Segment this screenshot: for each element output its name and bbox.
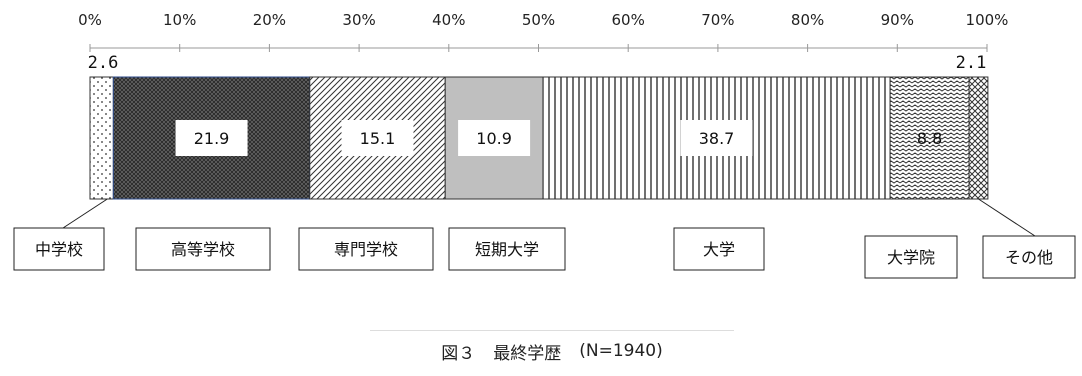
category-label: 高等学校	[171, 240, 235, 259]
x-tick-label: 70%	[701, 11, 734, 29]
caption-figure: 図３	[441, 343, 476, 364]
data-label: 21.9	[194, 129, 230, 148]
x-axis: 0% 10% 20% 30% 40% 50% 60% 70% 80% 90% 100%	[78, 11, 1008, 52]
figure-caption: 図３ 最終学歴 (N=1940)	[370, 330, 734, 371]
category-label: 専門学校	[334, 240, 398, 259]
bar-segment	[89, 76, 114, 200]
data-label-bg	[680, 120, 753, 156]
x-tick-label: 80%	[791, 11, 824, 29]
category-label: 中学校	[35, 240, 83, 259]
category-label-box	[13, 227, 105, 271]
data-label-bg	[458, 120, 531, 156]
x-tick-label: 50%	[522, 11, 555, 29]
stacked-bar-chart: 0% 10% 20% 30% 40% 50% 60% 70% 80% 90% 100% 2.6 21.…	[13, 11, 1076, 279]
x-tick-label: 40%	[432, 11, 465, 29]
data-label-bg	[175, 120, 248, 156]
leader-line	[978, 198, 1036, 237]
leader-line	[62, 198, 108, 229]
x-tick-label: 0%	[78, 11, 102, 29]
data-label: 15.1	[360, 129, 396, 148]
caption-n: (N=1940)	[579, 341, 663, 361]
caption-title: 最終学歴	[493, 343, 562, 364]
data-label: 38.7	[699, 129, 735, 148]
bar-layer: 2.6 21.9 15.1 10.9 38.7 8.8 2.1	[88, 53, 989, 200]
category-label-box	[982, 235, 1076, 279]
x-tick-label: 100%	[966, 11, 1009, 29]
category-label: 大学院	[887, 248, 935, 267]
x-tick-label: 20%	[253, 11, 286, 29]
bar-segment	[968, 76, 989, 200]
category-label: 短期大学	[475, 240, 539, 259]
x-tick-label: 30%	[342, 11, 375, 29]
x-tick-label: 10%	[163, 11, 196, 29]
category-label: その他	[1005, 248, 1053, 267]
data-label: 2.1	[956, 53, 987, 73]
data-label: 10.9	[476, 129, 512, 148]
category-label-box	[298, 227, 434, 271]
data-label: 2.6	[88, 53, 119, 73]
data-label-bg	[341, 120, 414, 156]
category-label-box	[864, 235, 958, 279]
data-label: 8.8	[917, 129, 942, 148]
category-labels: 中学校 高等学校 専門学校 短期大学 大学 大学院 その他	[13, 198, 1076, 279]
x-tick-label: 90%	[881, 11, 914, 29]
x-tick-label: 60%	[612, 11, 645, 29]
category-label: 大学	[703, 240, 735, 259]
category-label-box	[135, 227, 271, 271]
category-label-box	[448, 227, 566, 271]
category-label-box	[673, 227, 765, 271]
